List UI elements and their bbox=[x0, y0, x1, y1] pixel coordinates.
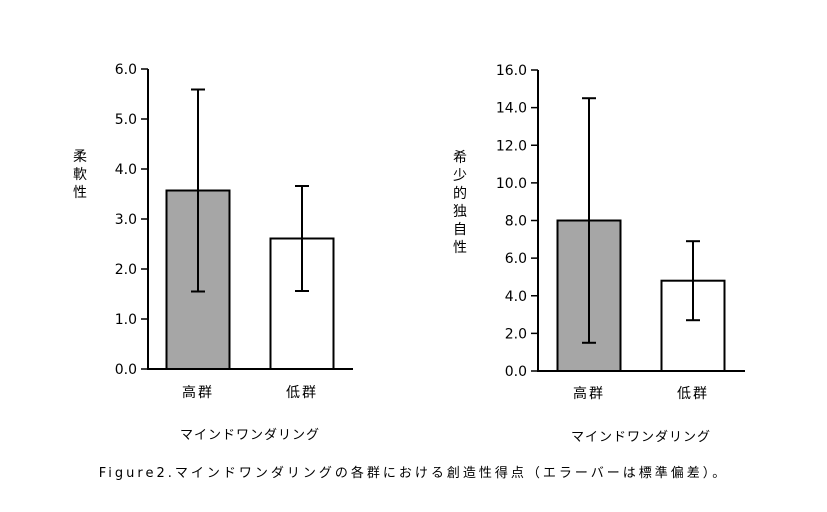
category-label: 高群 bbox=[573, 385, 605, 402]
y-tick-label: 2.0 bbox=[505, 326, 527, 342]
y-tick-label: 2.0 bbox=[115, 262, 137, 278]
y-tick-label: 5.0 bbox=[115, 112, 137, 128]
y-tick-label: 14.0 bbox=[496, 101, 527, 117]
x-axis-label: マインドワンダリング bbox=[180, 428, 320, 443]
y-tick-label: 3.0 bbox=[115, 212, 137, 228]
y-tick-label: 1.0 bbox=[115, 312, 137, 328]
y-tick-label: 6.0 bbox=[505, 251, 527, 267]
y-axis-label: 希少的独自性 bbox=[453, 150, 467, 256]
category-label: 高群 bbox=[182, 384, 214, 401]
y-tick-label: 4.0 bbox=[115, 162, 137, 178]
figure-caption: Figure2.マインドワンダリングの各群における創造性得点（エラーバーは標準偏… bbox=[98, 466, 729, 481]
y-tick-label: 12.0 bbox=[496, 138, 527, 154]
x-axis-label: マインドワンダリング bbox=[571, 430, 711, 445]
category-label: 低群 bbox=[286, 385, 318, 401]
chart-rare-originality: 0.0 2.0 4.0 6.0 8.0 10.0 12.0 14.0 16.0 高群 低群 希少的独自… bbox=[453, 63, 745, 445]
category-label: 低群 bbox=[677, 386, 709, 402]
y-tick-label: 8.0 bbox=[505, 214, 527, 230]
y-tick-label: 4.0 bbox=[505, 289, 527, 305]
y-tick-label: 6.0 bbox=[115, 62, 137, 78]
y-tick-label: 0.0 bbox=[115, 362, 137, 378]
y-axis-label: 柔軟性 bbox=[73, 149, 87, 201]
y-tick-label: 16.0 bbox=[496, 63, 527, 79]
y-tick-label: 0.0 bbox=[505, 364, 527, 380]
y-tick-label: 10.0 bbox=[496, 176, 527, 192]
